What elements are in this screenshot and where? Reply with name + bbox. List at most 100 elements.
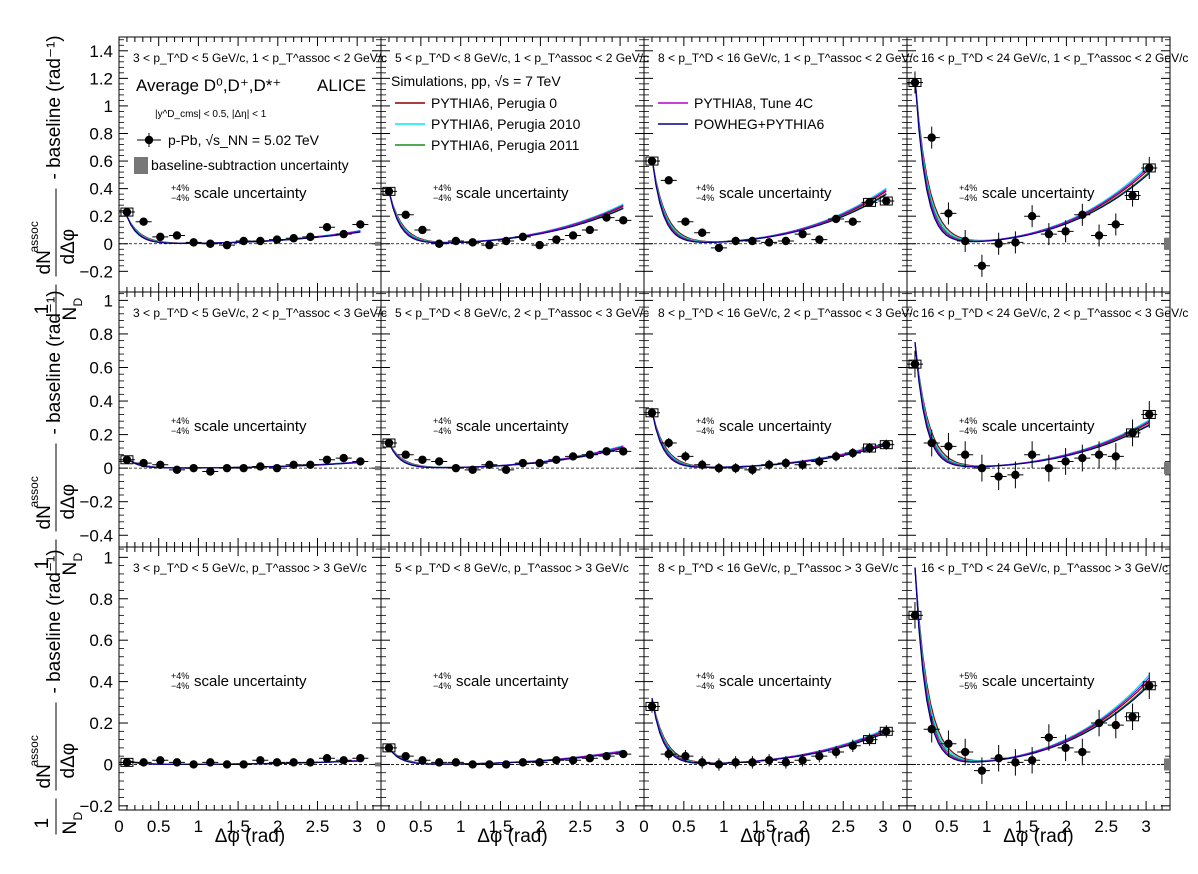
scale-uncertainty-text: scale uncertainty <box>194 673 307 690</box>
x-tick-label: 0.5 <box>935 817 959 836</box>
panel-2-1: 0 0.5 1 1.5 2 2.5 3 5 < p_T^D < 8 GeV/c, p_T^as… <box>376 546 645 836</box>
y-label-dn: dN <box>34 764 55 788</box>
data-point <box>1111 452 1121 461</box>
data-point <box>927 438 936 448</box>
data-point <box>831 214 841 224</box>
y-label-assoc: assoc <box>27 221 41 252</box>
x-axis-labels: Δφ (rad) Δφ (rad) Δφ (rad) Δφ (rad) <box>215 826 1074 847</box>
y-label-assoc: assoc <box>27 735 41 766</box>
x-tick-label: 0.5 <box>147 817 171 836</box>
baseline-uncertainty-box <box>375 241 381 246</box>
scale-uncertainty-text: scale uncertainty <box>982 673 1095 690</box>
y-tick-label: −0.2 <box>79 262 113 281</box>
baseline-uncertainty-box <box>1164 237 1170 250</box>
data-point <box>468 465 477 475</box>
panel-frame <box>643 36 908 293</box>
data-point <box>552 235 561 244</box>
data-point <box>518 458 528 468</box>
data-point <box>468 238 477 247</box>
data-point <box>434 758 444 767</box>
data-point <box>189 238 198 247</box>
data-point <box>910 78 920 87</box>
data-point <box>206 758 215 767</box>
data-point <box>848 448 858 458</box>
data-point <box>1078 210 1087 220</box>
model-curve <box>914 78 1150 243</box>
data-point <box>977 463 987 473</box>
data-point <box>697 460 707 469</box>
data-point <box>697 758 707 767</box>
data-point <box>1078 453 1087 463</box>
y-label-one: 1 <box>32 304 53 315</box>
y-tick-label: 0.4 <box>89 180 113 199</box>
data-point <box>1061 227 1070 236</box>
data-point <box>1061 743 1070 753</box>
scale-minus: −4% <box>171 426 189 436</box>
data-point <box>927 133 936 142</box>
scale-minus: −4% <box>696 193 714 203</box>
scale-plus: +4% <box>171 416 189 426</box>
data-point <box>222 463 232 473</box>
x-tick-label: 3 <box>1141 817 1150 836</box>
data-point <box>485 460 494 469</box>
data-point <box>1111 220 1121 229</box>
data-point <box>322 223 332 232</box>
model-curve <box>651 158 887 243</box>
panel-0-3: 16 < p_T^D < 24 GeV/c, 1 < p_T^assoc < 2… <box>906 36 1188 293</box>
x-axis-label: Δφ (rad) <box>477 826 547 847</box>
data-point <box>418 756 427 765</box>
y-tick-label: 0 <box>104 459 113 478</box>
data-point <box>1094 450 1104 459</box>
data-point <box>1145 163 1154 173</box>
panel-grid: −0.200.20.40.60.811.21.4 3 < p_T^D < 5 Ge… <box>79 36 1188 836</box>
data-point <box>418 225 427 235</box>
data-point <box>748 236 757 246</box>
y-tick-label: −0.4 <box>79 526 113 545</box>
data-point <box>122 455 132 464</box>
legend-model-name: PYTHIA8, Tune 4C <box>694 95 813 111</box>
data-point <box>1111 720 1121 730</box>
legend-model-name: PYTHIA6, Perugia 2010 <box>431 116 581 132</box>
y-tick-label: 0.6 <box>89 152 113 171</box>
data-point <box>189 760 198 769</box>
data-point <box>697 228 707 237</box>
data-point <box>568 231 578 240</box>
y-label-dphi: dΔφ <box>58 484 79 520</box>
y-tick-label: 0.2 <box>89 714 113 733</box>
data-point <box>552 756 561 765</box>
y-tick-label: 0 <box>104 755 113 774</box>
data-point <box>1044 229 1054 239</box>
baseline-uncertainty-box <box>1164 758 1170 771</box>
y-tick-label: 1 <box>104 291 113 310</box>
data-point <box>289 234 298 243</box>
scale-uncertainty-text: scale uncertainty <box>456 673 569 690</box>
data-point <box>222 760 232 769</box>
y-tick-label: 1 <box>104 548 113 567</box>
y-label-one: 1 <box>32 818 53 829</box>
x-tick-label: 0 <box>639 817 648 836</box>
scale-plus: +4% <box>696 671 714 681</box>
data-point <box>501 465 511 475</box>
data-point <box>356 754 365 763</box>
scale-minus: −4% <box>433 426 451 436</box>
y-label-d: D <box>71 812 85 821</box>
data-point <box>272 235 282 244</box>
y-axis-label-text: - baseline (rad⁻¹) <box>44 290 65 434</box>
y-label-assoc: assoc <box>27 476 41 507</box>
data-point <box>944 209 953 218</box>
data-point <box>518 758 528 767</box>
panel-frame <box>906 36 1171 293</box>
panel-label: 16 < p_T^D < 24 GeV/c, 2 < p_T^assoc < 3… <box>921 306 1188 320</box>
x-tick-label: 2 <box>799 817 808 836</box>
data-point <box>848 741 858 751</box>
data-point <box>882 440 891 449</box>
model-curve <box>388 442 624 469</box>
data-point <box>731 236 740 246</box>
data-point <box>401 210 410 220</box>
y-tick-label: 0.8 <box>89 325 113 344</box>
data-point <box>994 472 1003 481</box>
y-tick-label: −0.2 <box>79 797 113 816</box>
x-tick-label: 1 <box>194 817 203 836</box>
scale-uncertainty-text: scale uncertainty <box>194 185 307 202</box>
